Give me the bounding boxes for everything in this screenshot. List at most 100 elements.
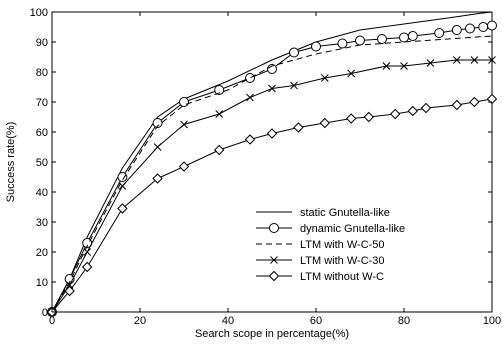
diamond-marker: [407, 105, 419, 117]
series-3: [51, 35, 493, 313]
circle-marker: [355, 35, 365, 46]
x-marker-stroke: [215, 110, 224, 118]
y-tick-label: 50: [36, 157, 48, 169]
series-layer: [46, 11, 498, 318]
circle-marker: [179, 97, 189, 107]
diamond-marker: [152, 173, 163, 184]
x-marker-stroke: [488, 56, 496, 64]
diamond-marker: [319, 117, 331, 129]
y-tick-label: 80: [36, 67, 48, 79]
diamond-marker: [420, 102, 432, 114]
x-marker-stroke: [320, 74, 329, 82]
ticks-layer: 0 20 40 60 80 100 0 10 20 30 40 50 60 70 80 90 100: [30, 7, 502, 327]
plot-frame: [51, 11, 493, 313]
diamond-marker: [389, 108, 401, 120]
x-marker-stroke: [246, 93, 254, 102]
y-tick-label: 100: [30, 7, 48, 19]
x-marker: [382, 62, 391, 70]
y-tick-label: 0: [42, 307, 48, 319]
series-line: [51, 11, 493, 313]
x-marker: [290, 81, 298, 90]
x-marker: [347, 69, 356, 78]
x-marker-stroke: [347, 69, 356, 78]
y-tick-label: 90: [36, 37, 48, 49]
x-marker: [153, 143, 162, 151]
circle-marker: [289, 47, 299, 58]
diamond-marker: [64, 285, 75, 297]
x-axis-title: Search scope in percentage(%): [195, 328, 349, 340]
x-tick-label: 80: [398, 315, 410, 327]
x-marker-stroke: [118, 182, 127, 190]
x-marker-stroke: [290, 81, 298, 90]
legend-item: LTM with W-C-30: [256, 255, 385, 267]
x-marker: [488, 56, 496, 64]
y-tick-label: 60: [36, 127, 48, 139]
diamond-marker: [178, 161, 190, 172]
diamond-marker: [363, 111, 375, 123]
circle-marker: [152, 118, 163, 128]
diamond-marker: [469, 96, 480, 108]
diamond-marker: [486, 93, 498, 105]
x-marker-stroke: [65, 281, 74, 289]
x-marker-stroke: [83, 248, 92, 256]
circle-marker: [487, 20, 497, 31]
x-marker: [426, 59, 435, 67]
diamond-marker: [268, 270, 280, 282]
circle-marker: [337, 38, 348, 49]
x-marker: [400, 62, 408, 70]
legend-item: LTM with W-C-50: [256, 239, 385, 251]
diamond-marker: [293, 122, 304, 133]
circle-marker: [407, 31, 418, 41]
series-5: [46, 93, 498, 318]
y-tick-label: 10: [36, 277, 48, 289]
diamond-marker: [451, 99, 463, 111]
circle-marker: [377, 34, 387, 44]
legend-label: LTM with W-C-30: [300, 255, 385, 267]
x-marker: [452, 56, 461, 64]
x-marker: [215, 110, 224, 118]
diamond-marker: [81, 261, 93, 273]
legend-label: LTM without W-C: [300, 271, 384, 283]
circle-marker: [478, 22, 489, 32]
x-marker: [270, 256, 278, 264]
plot-area: [51, 11, 493, 313]
x-marker-stroke: [153, 143, 162, 151]
series-1: [51, 11, 493, 313]
x-marker: [470, 56, 479, 64]
y-tick-label: 30: [36, 217, 48, 229]
circle-marker: [451, 25, 462, 35]
series-2: [47, 20, 497, 317]
x-marker-stroke: [270, 256, 278, 264]
legend: static Gnutella-like dynamic Gnutella-lik…: [256, 207, 405, 283]
circle-marker: [245, 73, 255, 83]
x-tick-label: 40: [222, 315, 234, 327]
legend-item: static Gnutella-like: [256, 207, 390, 219]
x-tick-label: 20: [134, 315, 146, 327]
diamond-marker: [345, 113, 357, 124]
y-tick-label: 40: [36, 187, 48, 199]
circle-marker: [434, 28, 445, 38]
x-marker: [180, 120, 188, 129]
legend-item: dynamic Gnutella-like: [256, 223, 405, 235]
x-marker-stroke: [180, 120, 188, 129]
circle-marker: [399, 32, 409, 43]
legend-label: LTM with W-C-50: [300, 239, 385, 251]
x-tick-label: 60: [310, 315, 322, 327]
x-marker: [268, 84, 276, 93]
legend-label: dynamic Gnutella-like: [300, 223, 405, 235]
legend-label: static Gnutella-like: [300, 207, 390, 219]
diamond-marker: [117, 203, 128, 214]
series-line: [51, 35, 493, 313]
legend-item: LTM without W-C: [256, 270, 384, 283]
circle-marker: [465, 23, 475, 34]
diamond-marker: [266, 128, 278, 139]
diamond-marker: [244, 134, 256, 145]
circle-marker: [269, 223, 279, 233]
circle-marker: [117, 172, 128, 182]
x-marker: [83, 248, 92, 256]
x-marker-stroke: [452, 56, 461, 64]
x-marker: [246, 93, 254, 102]
y-axis-title: Success rate(%): [5, 122, 17, 203]
x-marker: [118, 182, 127, 190]
